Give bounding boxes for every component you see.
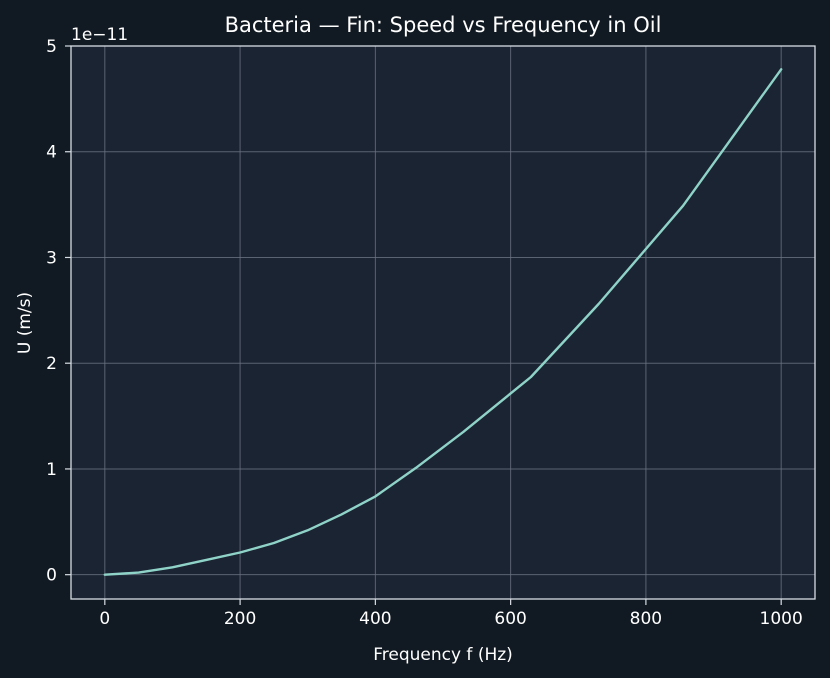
x-tick-label: 1000 <box>760 609 803 629</box>
x-tick-label: 0 <box>99 609 110 629</box>
plot-background <box>71 46 815 599</box>
x-tick-label: 600 <box>494 609 526 629</box>
ticks: 0 200 400 600 800 1000 0 1 2 3 4 5 <box>46 37 803 629</box>
chart-title: Bacteria — Fin: Speed vs Frequency in Oi… <box>225 13 662 37</box>
y-tick-label: 2 <box>46 354 57 374</box>
x-axis-label: Frequency f (Hz) <box>373 645 513 665</box>
x-tick-label: 200 <box>224 609 256 629</box>
y-offset-label: 1e−11 <box>71 25 128 45</box>
series-layer <box>103 68 783 576</box>
y-tick-label: 0 <box>46 566 57 586</box>
series-line <box>103 68 783 576</box>
x-tick-label: 400 <box>359 609 391 629</box>
y-tick-label: 3 <box>46 248 57 268</box>
x-tick-label: 800 <box>630 609 662 629</box>
y-tick-label: 5 <box>46 37 57 57</box>
y-tick-label: 1 <box>46 460 57 480</box>
y-axis-label: U (m/s) <box>15 292 35 354</box>
plot-frame <box>70 45 816 600</box>
y-tick-label: 4 <box>46 143 57 163</box>
